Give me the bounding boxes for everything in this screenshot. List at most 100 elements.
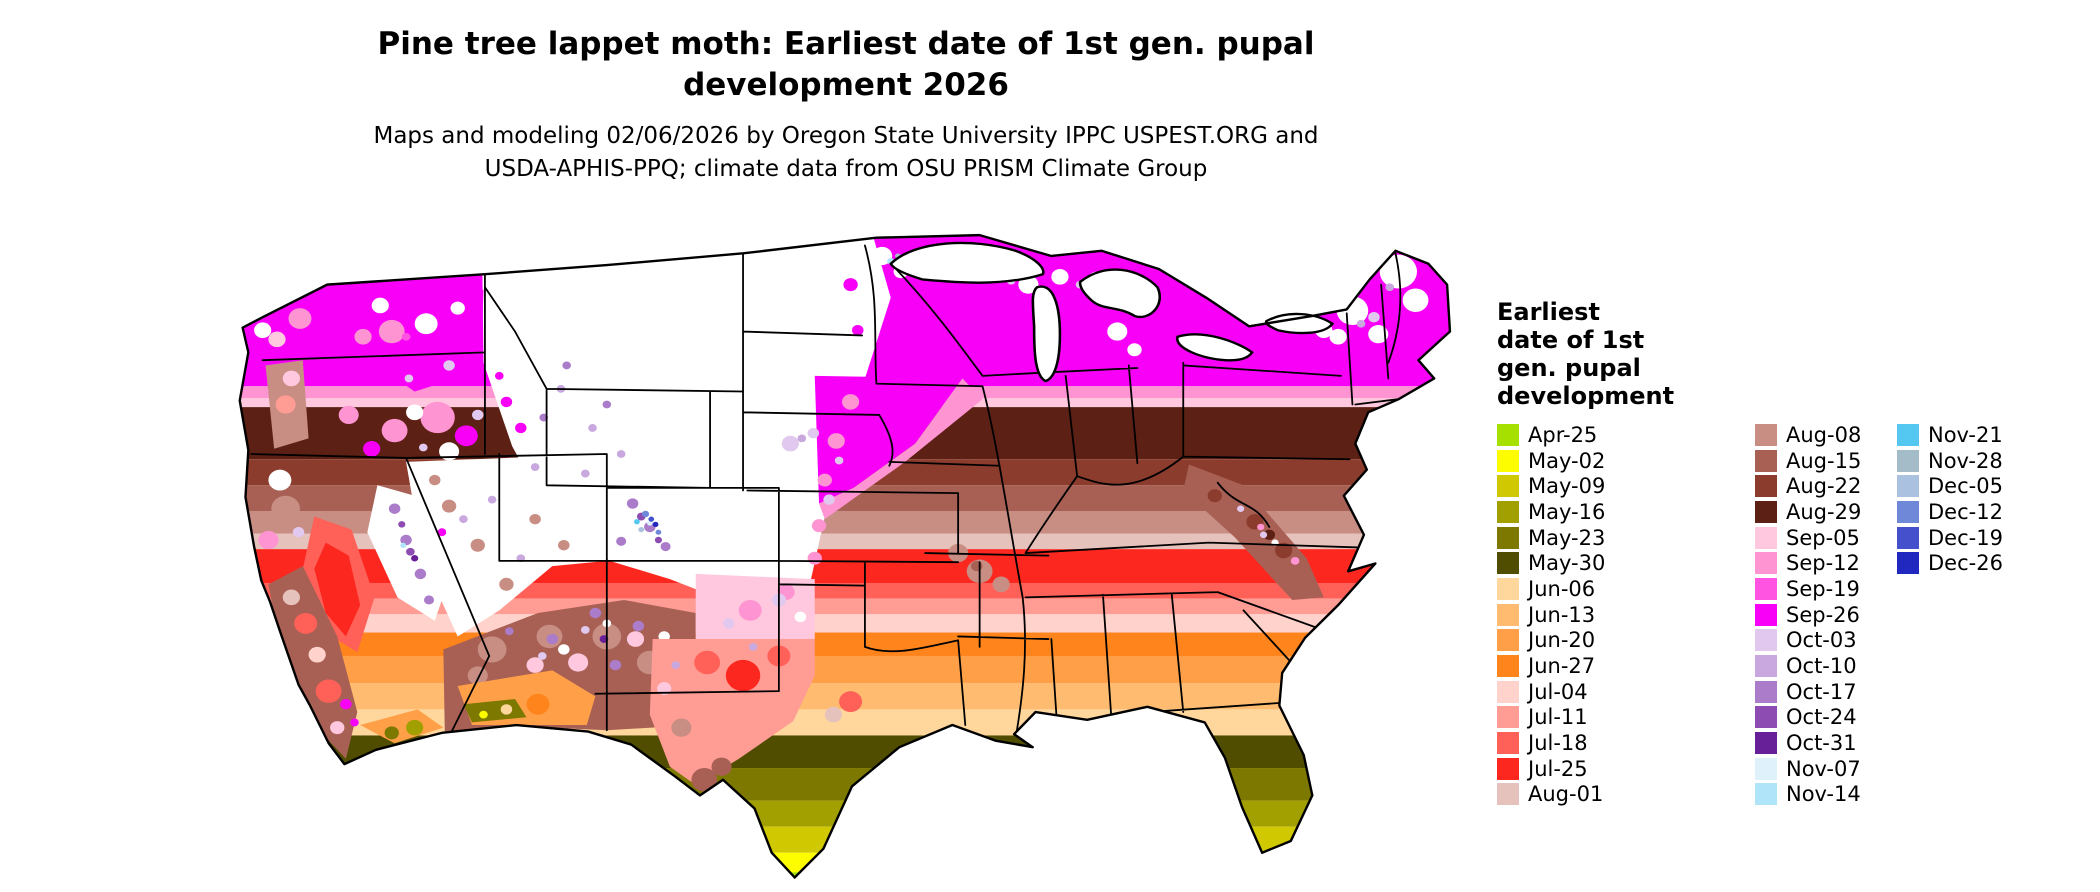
legend-entry: Jun-13: [1497, 602, 1755, 628]
subtitle: Maps and modeling 02/06/2026 by Oregon S…: [96, 120, 1596, 186]
legend-color-swatch: [1497, 706, 1519, 729]
legend-entry: Sep-19: [1755, 576, 1897, 602]
legend-color-swatch: [1755, 655, 1777, 678]
legend-entries: Apr-25 May-02 May-09 May-16 May-23 May-3…: [1497, 422, 2097, 807]
subtitle-line-1: Maps and modeling 02/06/2026 by Oregon S…: [373, 123, 1319, 149]
legend-entry: Jun-20: [1497, 628, 1755, 654]
legend-entry: Dec-05: [1897, 473, 2077, 499]
southwest-mottling: [443, 599, 696, 732]
legend-entry: Nov-21: [1897, 422, 2077, 448]
state-borders: [251, 246, 1418, 737]
legend-date-label: Apr-25: [1528, 422, 1598, 447]
legend-title-line: date of 1st: [1497, 326, 1645, 354]
legend: Earliest date of 1st gen. pupal developm…: [1497, 298, 2097, 807]
legend-color-swatch: [1897, 526, 1919, 549]
appalachians-and-ozarks: [948, 464, 1324, 600]
pacific-northwest-mottling: [254, 284, 484, 461]
legend-color-swatch: [1497, 629, 1519, 652]
legend-color-swatch: [1755, 603, 1777, 626]
us-choropleth-map: [234, 226, 1460, 884]
legend-date-label: Aug-01: [1528, 782, 1604, 807]
legend-date-label: Dec-19: [1928, 525, 2003, 550]
legend-title: Earliest date of 1st gen. pupal developm…: [1497, 298, 2097, 410]
legend-color-swatch: [1497, 500, 1519, 523]
legend-date-label: Dec-12: [1928, 499, 2003, 524]
legend-entry: Dec-26: [1897, 550, 2077, 576]
legend-entry: May-16: [1497, 499, 1755, 525]
legend-date-label: Aug-29: [1786, 499, 1862, 524]
legend-color-swatch: [1497, 475, 1519, 498]
legend-entry: Sep-26: [1755, 602, 1897, 628]
legend-entry: Nov-28: [1897, 448, 2077, 474]
legend-date-label: May-23: [1528, 525, 1606, 550]
legend-color-swatch: [1755, 732, 1777, 755]
legend-title-line: development: [1497, 382, 1675, 410]
legend-date-label: Dec-26: [1928, 551, 2003, 576]
legend-color-swatch: [1497, 423, 1519, 446]
legend-entry: Jul-25: [1497, 756, 1755, 782]
legend-date-label: Oct-17: [1786, 679, 1857, 704]
legend-date-label: Nov-14: [1786, 782, 1861, 807]
legend-entry: May-02: [1497, 448, 1755, 474]
legend-title-line: gen. pupal: [1497, 354, 1641, 382]
legend-color-swatch: [1897, 552, 1919, 575]
legend-color-swatch: [1755, 783, 1777, 806]
legend-entry: Oct-10: [1755, 653, 1897, 679]
legend-date-label: Aug-08: [1786, 422, 1862, 447]
legend-color-swatch: [1755, 552, 1777, 575]
legend-date-label: Oct-24: [1786, 705, 1857, 730]
lake-michigan: [1031, 285, 1062, 383]
legend-color-swatch: [1497, 757, 1519, 780]
legend-date-label: May-09: [1528, 474, 1606, 499]
legend-entry: Nov-14: [1755, 782, 1897, 808]
legend-date-label: Nov-28: [1928, 448, 2003, 473]
lake-ontario: [1264, 312, 1335, 335]
lake-erie: [1175, 333, 1254, 362]
legend-entry: Jul-04: [1497, 679, 1755, 705]
legend-entry: Jul-11: [1497, 705, 1755, 731]
legend-entry: Oct-03: [1755, 628, 1897, 654]
legend-entry: May-23: [1497, 525, 1755, 551]
legend-date-label: Nov-21: [1928, 422, 2003, 447]
legend-column: Nov-21 Nov-28 Dec-05 Dec-12 Dec-19 Dec-2…: [1897, 422, 2077, 576]
legend-color-swatch: [1497, 552, 1519, 575]
legend-color-swatch: [1897, 449, 1919, 472]
legend-color-swatch: [1755, 680, 1777, 703]
legend-column: Aug-08 Aug-15 Aug-22 Aug-29 Sep-05 Sep-1…: [1755, 422, 1897, 807]
california-regions: [258, 469, 450, 759]
lake-huron: [1078, 268, 1161, 319]
legend-entry: Sep-05: [1755, 525, 1897, 551]
legend-date-label: Jul-11: [1528, 705, 1588, 730]
legend-column: Apr-25 May-02 May-09 May-16 May-23 May-3…: [1497, 422, 1755, 807]
legend-date-label: Dec-05: [1928, 474, 2003, 499]
legend-color-swatch: [1497, 732, 1519, 755]
legend-entry: Aug-08: [1755, 422, 1897, 448]
legend-date-label: Sep-19: [1786, 576, 1860, 601]
legend-color-swatch: [1755, 757, 1777, 780]
legend-date-label: Jun-06: [1528, 576, 1596, 601]
legend-color-swatch: [1497, 783, 1519, 806]
page-title: Pine tree lappet moth: Earliest date of …: [96, 24, 1596, 106]
legend-date-label: Aug-15: [1786, 448, 1862, 473]
legend-entry: Nov-07: [1755, 756, 1897, 782]
legend-date-label: Oct-03: [1786, 628, 1857, 653]
legend-date-label: Sep-12: [1786, 551, 1860, 576]
us-outline: [240, 235, 1450, 877]
legend-date-label: May-16: [1528, 499, 1606, 524]
legend-color-swatch: [1497, 449, 1519, 472]
legend-entry: Apr-25: [1497, 422, 1755, 448]
legend-color-swatch: [1755, 423, 1777, 446]
legend-color-swatch: [1497, 577, 1519, 600]
legend-color-swatch: [1755, 500, 1777, 523]
title-line-1: Pine tree lappet moth: Earliest date of …: [377, 26, 1315, 62]
legend-entry: Dec-12: [1897, 499, 2077, 525]
legend-entry: Aug-29: [1755, 499, 1897, 525]
legend-date-label: Aug-22: [1786, 474, 1862, 499]
rockies-high-elevation-specks: [530, 278, 864, 565]
legend-date-label: Sep-26: [1786, 602, 1860, 627]
legend-color-swatch: [1897, 423, 1919, 446]
legend-date-label: Oct-31: [1786, 731, 1857, 756]
legend-color-swatch: [1755, 629, 1777, 652]
subtitle-line-2: USDA-APHIS-PPQ; climate data from OSU PR…: [484, 156, 1208, 182]
legend-date-label: Jul-25: [1528, 756, 1588, 781]
